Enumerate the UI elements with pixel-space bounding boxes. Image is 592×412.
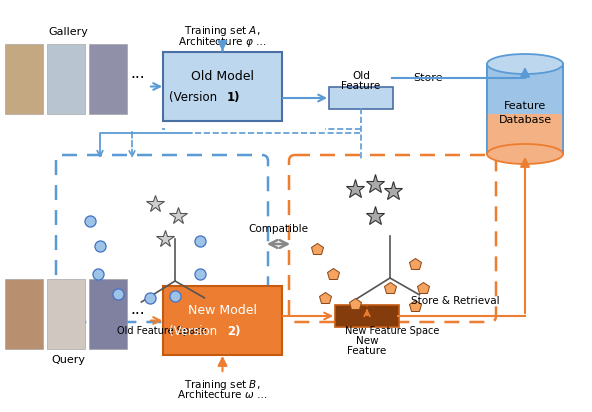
FancyBboxPatch shape bbox=[163, 286, 282, 355]
Text: ···: ··· bbox=[131, 307, 145, 321]
FancyBboxPatch shape bbox=[89, 44, 127, 114]
Text: New Feature Space: New Feature Space bbox=[345, 326, 440, 336]
Text: Training set $A$,: Training set $A$, bbox=[184, 24, 260, 38]
Text: Gallery: Gallery bbox=[48, 27, 88, 37]
Text: Feature: Feature bbox=[348, 346, 387, 356]
Text: Query: Query bbox=[51, 355, 85, 365]
Text: New: New bbox=[356, 336, 378, 346]
Ellipse shape bbox=[487, 54, 563, 74]
Text: New Model: New Model bbox=[188, 304, 257, 316]
Text: Old Model: Old Model bbox=[191, 70, 254, 82]
Text: Feature: Feature bbox=[504, 101, 546, 111]
Bar bbox=[487, 113, 563, 154]
Text: Architecture $\varphi$ …: Architecture $\varphi$ … bbox=[178, 35, 267, 49]
Text: Database: Database bbox=[498, 115, 552, 125]
FancyBboxPatch shape bbox=[163, 52, 282, 121]
Text: Architecture $\omega$ …: Architecture $\omega$ … bbox=[178, 388, 268, 400]
Text: 2): 2) bbox=[227, 325, 240, 337]
FancyBboxPatch shape bbox=[329, 87, 393, 109]
Bar bbox=[487, 64, 563, 154]
FancyBboxPatch shape bbox=[47, 279, 85, 349]
Text: Compatible: Compatible bbox=[249, 224, 308, 234]
FancyBboxPatch shape bbox=[5, 44, 43, 114]
FancyBboxPatch shape bbox=[47, 44, 85, 114]
Text: Old: Old bbox=[352, 71, 370, 81]
Text: (Version: (Version bbox=[169, 91, 220, 103]
Ellipse shape bbox=[487, 144, 563, 164]
FancyBboxPatch shape bbox=[89, 279, 127, 349]
Text: (Version: (Version bbox=[169, 325, 220, 337]
Text: Training set $B$,: Training set $B$, bbox=[184, 378, 260, 392]
FancyBboxPatch shape bbox=[56, 155, 268, 322]
FancyBboxPatch shape bbox=[289, 155, 496, 322]
Text: Old Feature Space: Old Feature Space bbox=[117, 326, 207, 336]
FancyBboxPatch shape bbox=[335, 305, 399, 327]
Text: ···: ··· bbox=[131, 72, 145, 87]
Text: Feature: Feature bbox=[342, 81, 381, 91]
Text: Store & Retrieval: Store & Retrieval bbox=[411, 296, 499, 306]
Text: 1): 1) bbox=[227, 91, 240, 103]
FancyBboxPatch shape bbox=[5, 279, 43, 349]
Text: Store: Store bbox=[413, 73, 443, 83]
